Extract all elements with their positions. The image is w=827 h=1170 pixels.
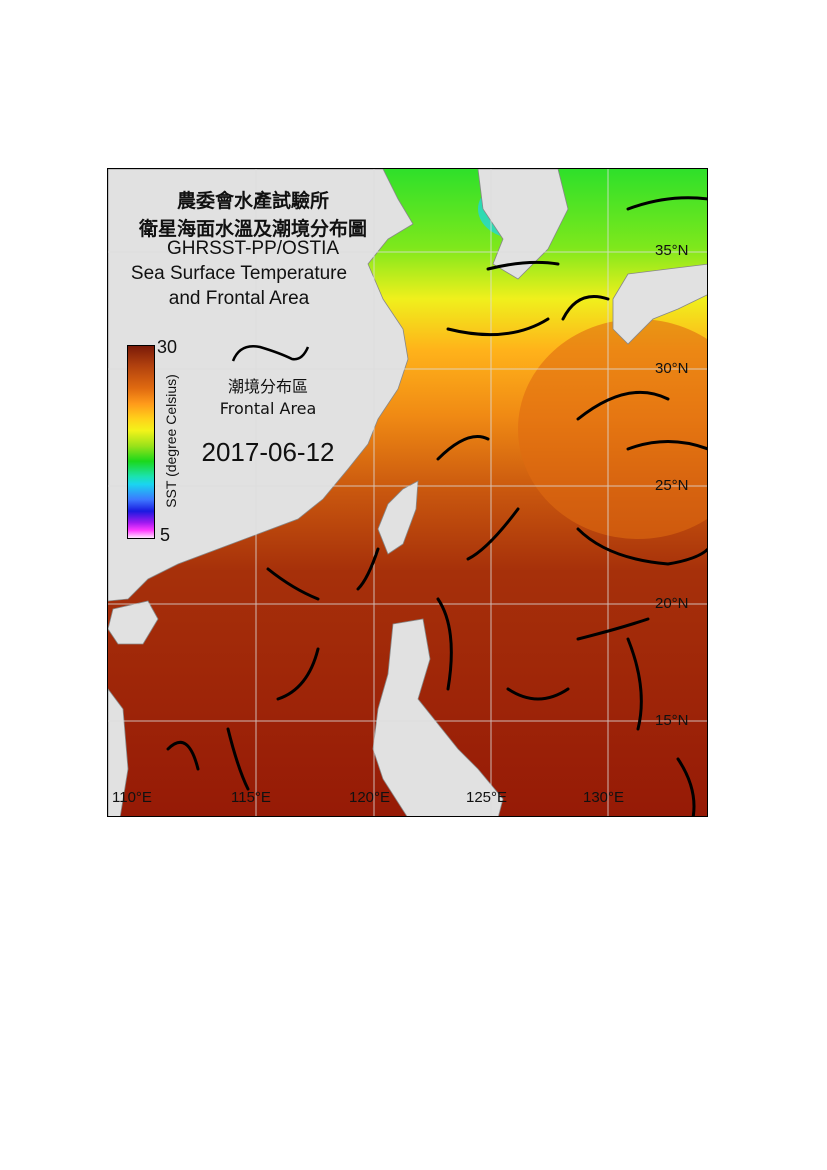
map-date: 2017-06-12	[201, 437, 335, 467]
map-canvas	[108, 169, 707, 816]
lat-label-15: 15°N	[655, 712, 689, 729]
lat-label-30: 30°N	[655, 360, 689, 377]
land-japan	[612, 263, 707, 345]
title-frontal: and Frontal Area	[168, 288, 310, 309]
lon-label-130: 130°E	[583, 789, 625, 806]
land-luzon	[372, 618, 504, 816]
lat-label-20: 20°N	[655, 595, 689, 612]
lon-label-125: 125°E	[466, 789, 508, 806]
sst-colorbar	[127, 345, 155, 539]
lon-label-110: 110°E	[112, 789, 152, 806]
title-dataset: GHRSST-PP/OSTIA	[166, 238, 340, 259]
colorbar-min: 5	[160, 525, 171, 545]
frontal-lines	[166, 196, 707, 816]
legend-label-en: Frontal Area	[219, 399, 317, 418]
colorbar-max: 30	[157, 337, 178, 357]
lon-label-115: 115°E	[231, 789, 271, 806]
lon-label-120: 120°E	[349, 789, 391, 806]
title-chinese: 衛星海面水溫及潮境分布圖	[138, 218, 367, 240]
land-hainan	[108, 600, 159, 645]
warm-water-east	[518, 319, 707, 539]
legend-label-zh: 潮境分布區	[227, 377, 308, 396]
graticule	[108, 169, 707, 816]
title-agency: 農委會水產試驗所	[176, 190, 329, 212]
sst-map: 農委會水產試驗所 衛星海面水溫及潮境分布圖 GHRSST-PP/OSTIA Se…	[107, 168, 708, 817]
frontal-line-icon	[231, 345, 310, 362]
title-sst: Sea Surface Temperature	[130, 263, 348, 284]
colorbar-label: SST (degree Celsius)	[163, 374, 179, 508]
lat-label-35: 35°N	[655, 242, 689, 259]
lat-label-25: 25°N	[655, 477, 689, 494]
land-china	[108, 169, 414, 602]
